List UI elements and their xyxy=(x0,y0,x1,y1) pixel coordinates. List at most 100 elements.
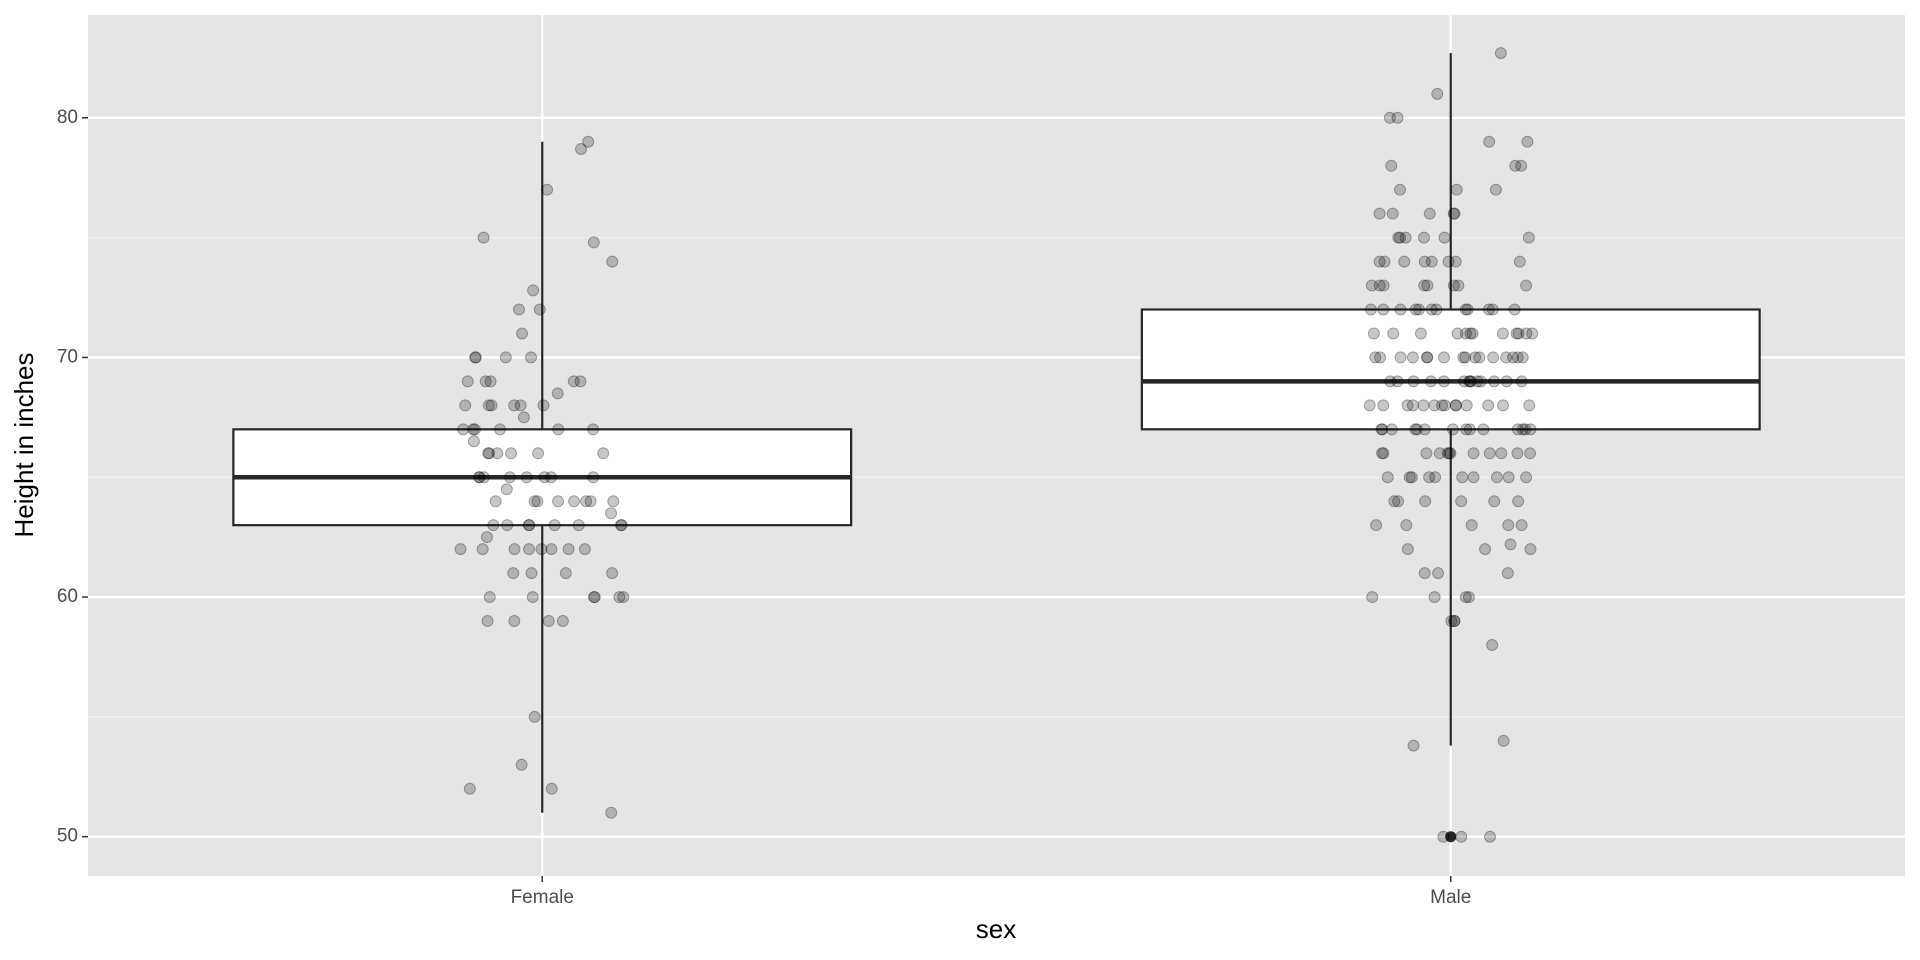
jitter-point xyxy=(484,375,497,388)
jitter-point xyxy=(1394,303,1407,316)
jitter-point xyxy=(1504,538,1517,551)
jitter-point xyxy=(459,399,472,412)
jitter-point xyxy=(587,423,600,436)
jitter-point xyxy=(1515,519,1528,532)
jitter-point xyxy=(480,531,493,544)
jitter-point xyxy=(1437,830,1450,843)
jitter-point xyxy=(1448,207,1461,220)
jitter-point xyxy=(1373,255,1386,268)
jitter-point xyxy=(1459,327,1472,340)
jitter-point xyxy=(1459,591,1472,604)
jitter-point xyxy=(1421,279,1434,292)
jitter-point xyxy=(469,351,482,364)
jitter-point xyxy=(1373,279,1386,292)
jitter-point xyxy=(572,519,585,532)
jitter-point xyxy=(516,327,529,340)
jitter-point xyxy=(1370,519,1383,532)
jitter-point xyxy=(1438,231,1451,244)
jitter-point xyxy=(1413,303,1426,316)
jitter-point xyxy=(568,495,581,508)
jitter-point xyxy=(1376,447,1389,460)
jitter-point xyxy=(1401,543,1414,556)
jitter-point xyxy=(1500,351,1513,364)
jitter-point xyxy=(483,591,496,604)
jitter-point xyxy=(1448,615,1461,628)
jitter-point xyxy=(1429,471,1442,484)
jitter-point xyxy=(526,591,539,604)
jitter-point xyxy=(1482,303,1495,316)
jitter-point xyxy=(1467,471,1480,484)
jitter-point xyxy=(1486,638,1499,651)
jitter-point xyxy=(1463,375,1476,388)
jitter-point xyxy=(1497,399,1510,412)
jitter-point xyxy=(1436,399,1449,412)
jitter-point xyxy=(491,447,504,460)
jitter-point xyxy=(1437,375,1450,388)
jitter-point xyxy=(481,615,494,628)
jitter-point xyxy=(605,806,618,819)
jitter-point xyxy=(1391,111,1404,124)
jitter-point xyxy=(1409,423,1422,436)
jitter-point xyxy=(614,519,627,532)
jitter-point xyxy=(1501,567,1514,580)
jitter-point xyxy=(1409,303,1422,316)
jitter-point xyxy=(1428,591,1441,604)
jitter-point xyxy=(1462,591,1475,604)
jitter-point xyxy=(556,615,569,628)
jitter-point xyxy=(545,543,558,556)
jitter-point xyxy=(617,591,630,604)
jitter-point xyxy=(1465,519,1478,532)
jitter-point xyxy=(545,471,558,484)
jitter-point xyxy=(1455,495,1468,508)
jitter-point xyxy=(1483,135,1496,148)
jitter-point xyxy=(528,495,541,508)
jitter-point xyxy=(1417,231,1430,244)
jitter-point xyxy=(1385,159,1398,172)
jitter-point xyxy=(584,495,597,508)
jitter-point xyxy=(606,255,619,268)
jitter-point xyxy=(1394,231,1407,244)
jitter-point xyxy=(1411,423,1424,436)
jitter-point xyxy=(1488,495,1501,508)
jitter-point xyxy=(485,399,498,412)
jitter-point xyxy=(1516,351,1529,364)
jitter-point xyxy=(1524,423,1537,436)
jitter-point xyxy=(535,543,548,556)
jitter-point xyxy=(597,447,610,460)
jitter-point xyxy=(1407,375,1420,388)
jitter-point xyxy=(515,758,528,771)
jitter-point xyxy=(523,519,536,532)
jitter-point xyxy=(1464,375,1477,388)
jitter-point xyxy=(493,423,506,436)
jitter-point xyxy=(1512,495,1525,508)
jitter-point xyxy=(482,447,495,460)
jitter-point xyxy=(1392,495,1405,508)
jitter-point xyxy=(1515,159,1528,172)
jitter-point xyxy=(1461,303,1474,316)
jitter-point xyxy=(503,471,516,484)
jitter-point xyxy=(457,423,470,436)
jitter-point xyxy=(1385,423,1398,436)
jitter-point xyxy=(1511,351,1524,364)
jitter-point xyxy=(476,543,489,556)
jitter-point xyxy=(1443,447,1456,460)
jitter-point xyxy=(575,142,588,155)
jitter-point xyxy=(1449,399,1462,412)
jitter-point xyxy=(605,507,618,520)
jitter-point xyxy=(1431,87,1444,100)
jitter-point xyxy=(525,567,538,580)
jitter-point xyxy=(1394,351,1407,364)
jitter-point xyxy=(1459,351,1472,364)
jitter-point xyxy=(1449,255,1462,268)
jitter-point xyxy=(1507,351,1520,364)
jitter-point xyxy=(1418,279,1431,292)
jitter-point xyxy=(1459,303,1472,316)
jitter-point xyxy=(1526,327,1539,340)
jitter-point xyxy=(477,231,490,244)
jitter-point xyxy=(582,135,595,148)
jitter-point xyxy=(1403,471,1416,484)
jitter-point xyxy=(1488,375,1501,388)
jitter-point xyxy=(473,471,486,484)
jitter-point xyxy=(1383,111,1396,124)
jitter-point xyxy=(1451,327,1464,340)
